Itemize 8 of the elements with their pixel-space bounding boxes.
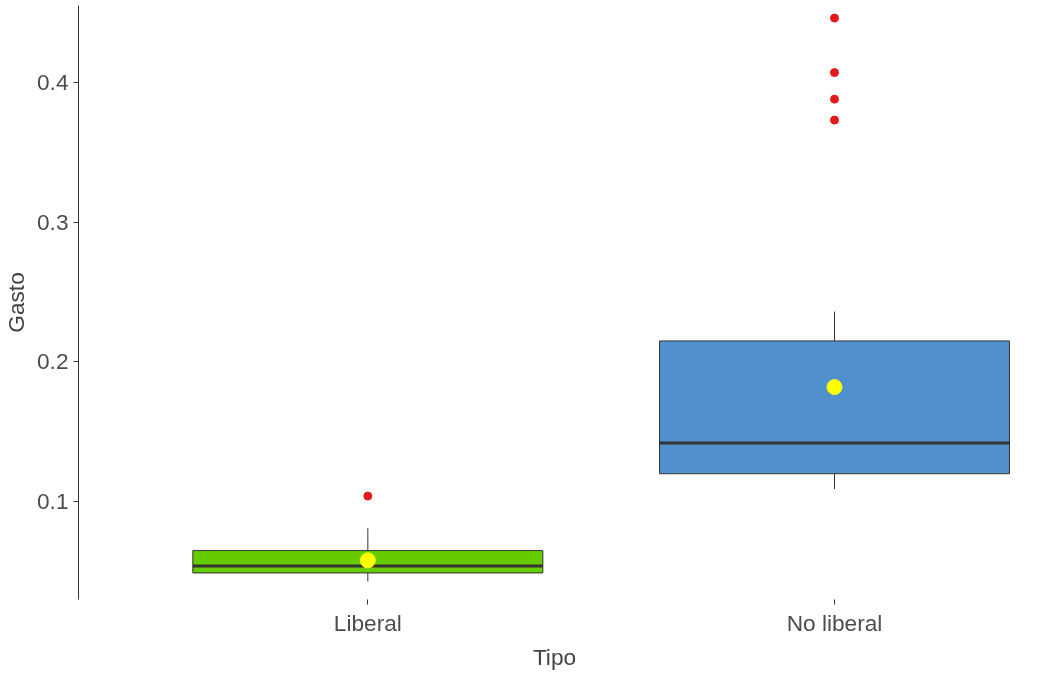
x-axis-title: Tipo — [532, 643, 577, 670]
y-axis-title: Gasto — [3, 272, 29, 333]
x-tick-label: No liberal — [786, 609, 883, 636]
y-tick-label: 0.3 — [37, 208, 69, 235]
y-tick-label: 0.4 — [37, 68, 69, 95]
y-tick-label: 0.1 — [37, 488, 69, 515]
y-tick-label: 0.2 — [37, 348, 69, 375]
x-tick-label: Liberal — [333, 609, 402, 636]
